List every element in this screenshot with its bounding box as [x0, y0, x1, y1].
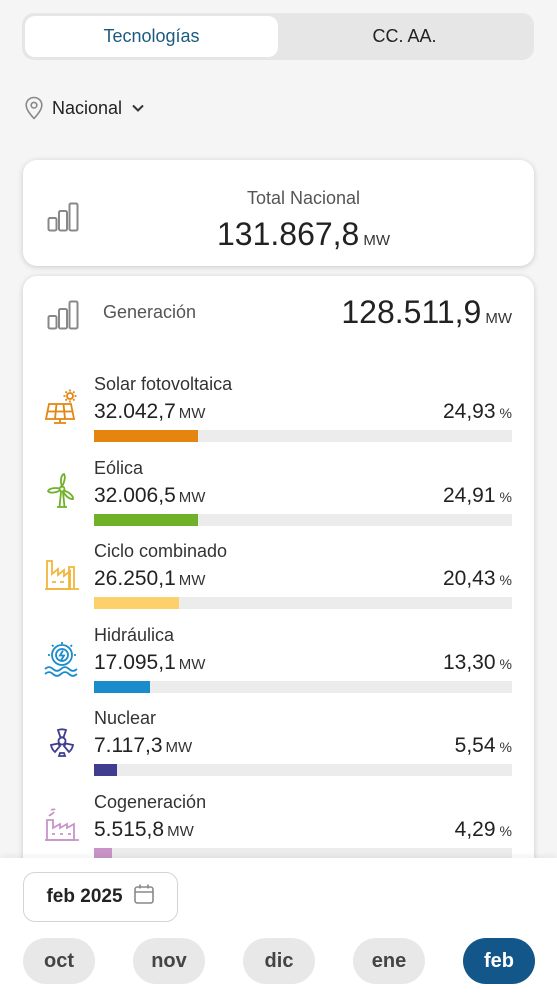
location-label: Nacional [52, 97, 123, 118]
technology-name: Hidráulica [94, 624, 175, 645]
technology-name: Nuclear [94, 708, 157, 729]
combined-cycle-plant-icon [43, 555, 81, 593]
technology-name: Eólica [94, 457, 144, 478]
technology-name: Cogeneración [94, 791, 207, 812]
technology-value: 7.117,3 MW [94, 734, 193, 758]
technology-value: 32.042,7 MW [94, 400, 206, 423]
technology-percent: 24,93% [442, 400, 512, 423]
date-picker-button[interactable]: feb 2025 [23, 872, 178, 922]
wind-turbine-icon [43, 472, 81, 510]
total-card: Total Nacional 131.867,8 MW [23, 160, 534, 266]
progress-fill [94, 847, 112, 860]
total-number: 131.867,8 [216, 216, 360, 252]
generation-number: 128.511,9 [341, 294, 482, 330]
nuclear-icon [43, 722, 81, 760]
technology-value: 32.006,5 MW [94, 483, 206, 507]
progress-fill [94, 597, 180, 610]
list-item-nuclear[interactable]: Nuclear 7.117,3 MW 5,54% [23, 708, 534, 792]
tab-tecnologias[interactable]: Tecnologías [25, 16, 278, 57]
month-chip-dic[interactable]: dic [243, 938, 315, 984]
list-item-cogeneracion[interactable]: Cogeneración 5.515,8 MW 4,29% [23, 792, 534, 876]
progress-bar [94, 764, 512, 777]
generation-label: Generación [103, 302, 197, 322]
list-item-eolica[interactable]: Eólica 32.006,5 MW 24,91% [23, 458, 534, 542]
month-chip-nov[interactable]: nov [133, 938, 205, 984]
progress-fill [94, 430, 199, 442]
chevron-down-icon [130, 100, 146, 116]
date-panel: feb 2025 oct nov dic ene feb [0, 858, 557, 1000]
technology-percent: 24,91% [442, 483, 512, 507]
total-unit: MW [363, 232, 390, 249]
generation-value: 128.511,9 MW [341, 294, 512, 331]
technology-percent: 5,54% [454, 734, 512, 758]
technology-name: Solar fotovoltaica [94, 374, 233, 394]
progress-bar [94, 597, 512, 610]
tab-ccaa[interactable]: CC. AA. [372, 26, 437, 46]
month-selector: oct nov dic ene feb [23, 938, 535, 984]
list-item-hidraulica[interactable]: Hidráulica 17.095,1 MW 13,30% [23, 625, 534, 709]
solar-panel-icon [43, 388, 81, 426]
technology-percent: 13,30% [442, 650, 512, 674]
technology-percent: 20,43% [442, 567, 512, 591]
list-item-ciclo-combinado[interactable]: Ciclo combinado 26.250,1 MW 20,43% [23, 541, 534, 625]
location-pin-icon [24, 96, 44, 120]
generation-card: Generación 128.511,9 MW Solar fotovoltaic… [23, 276, 534, 876]
bar-chart-icon [47, 202, 79, 237]
cogeneration-icon [43, 806, 81, 844]
technology-list: Solar fotovoltaica 32.042,7 MW 24,93% Eól… [23, 374, 534, 876]
date-picker-label: feb 2025 [46, 886, 123, 907]
hydro-icon [43, 639, 81, 677]
technology-value: 5.515,8 MW [94, 817, 194, 841]
progress-fill [94, 680, 150, 693]
location-selector[interactable]: Nacional [24, 96, 146, 120]
progress-bar [94, 513, 512, 526]
technology-percent: 4,29% [454, 817, 512, 841]
calendar-icon [133, 883, 155, 911]
view-switcher: Tecnologías CC. AA. [22, 13, 534, 60]
month-chip-feb[interactable]: feb [463, 938, 535, 984]
total-label: Total Nacional [246, 188, 361, 208]
technology-name: Ciclo combinado [94, 541, 228, 562]
total-value: 131.867,8 MW [23, 216, 534, 253]
progress-bar [94, 430, 512, 442]
progress-fill [94, 764, 118, 777]
technology-value: 26.250,1 MW [94, 567, 206, 591]
progress-bar [94, 847, 512, 860]
month-chip-oct[interactable]: oct [23, 938, 95, 984]
progress-bar [94, 680, 512, 693]
technology-value: 17.095,1 MW [94, 650, 206, 674]
progress-fill [94, 513, 199, 526]
list-item-solar[interactable]: Solar fotovoltaica 32.042,7 MW 24,93% [23, 374, 534, 458]
generation-unit: MW [485, 310, 512, 327]
bar-chart-icon [47, 300, 79, 335]
month-chip-ene[interactable]: ene [353, 938, 425, 984]
